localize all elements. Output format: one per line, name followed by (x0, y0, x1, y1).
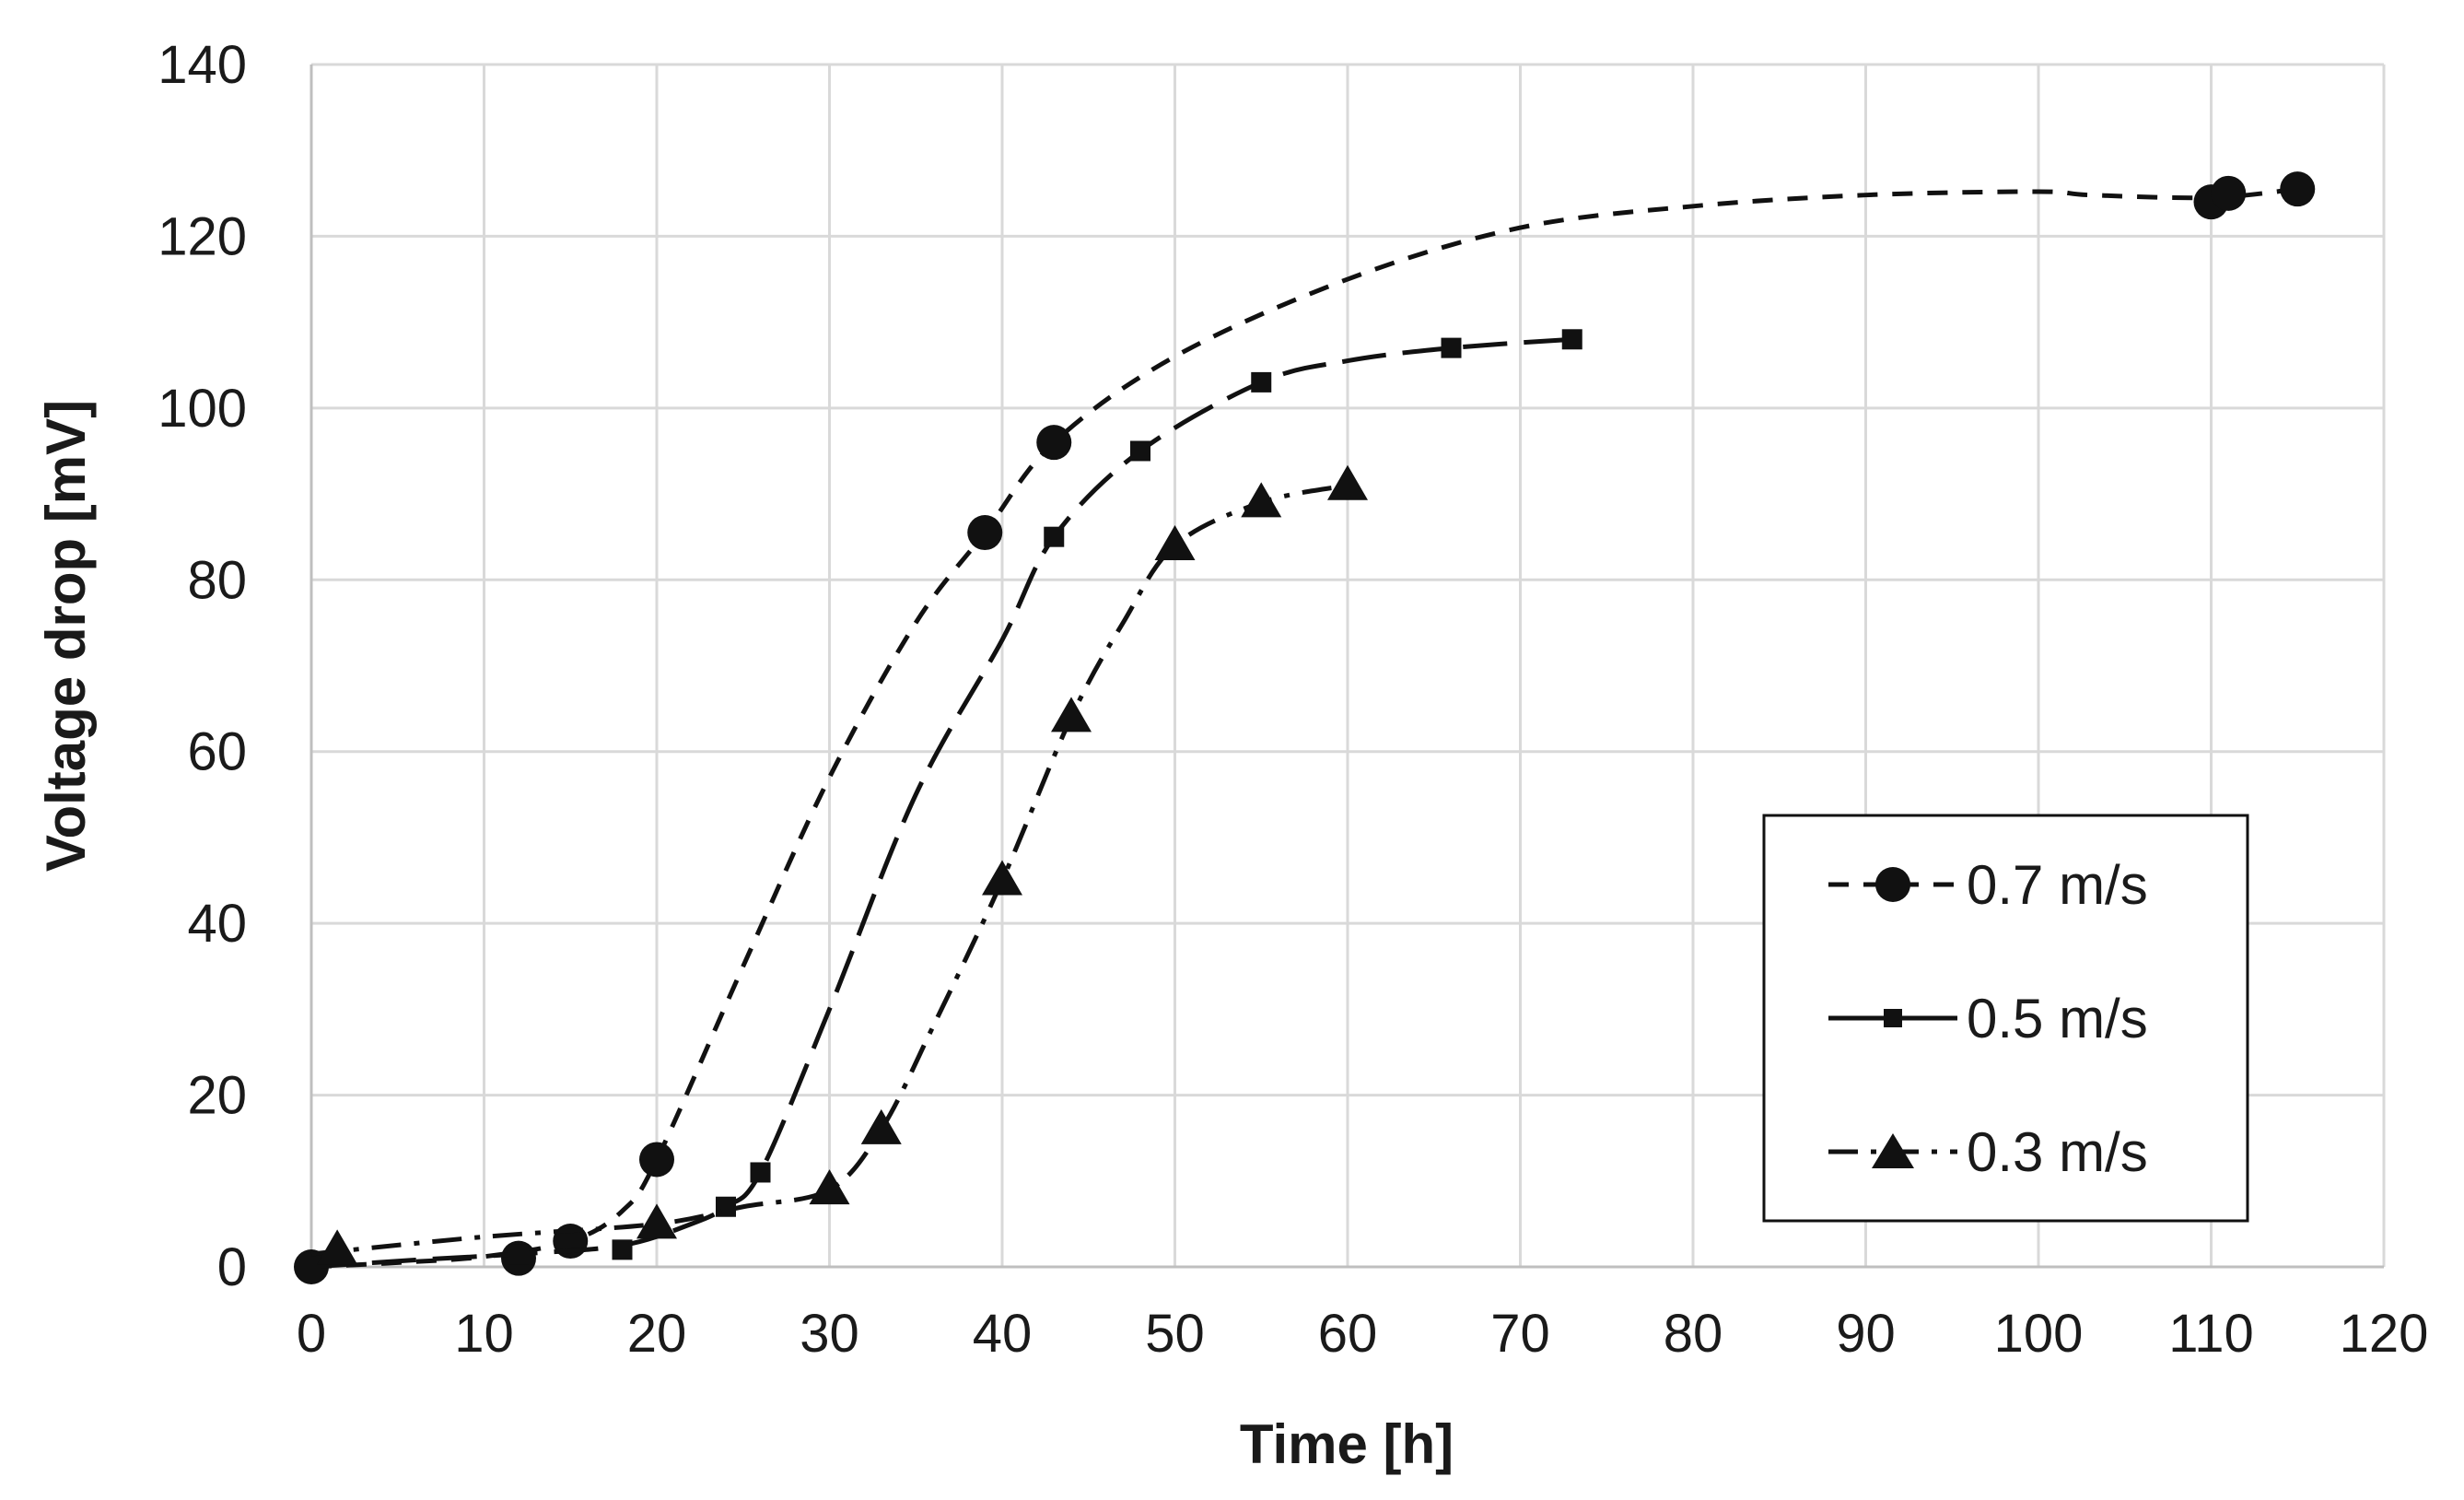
x-tick-label: 60 (1318, 1304, 1378, 1364)
data-point-circle (2211, 175, 2247, 211)
data-point-triangle (1327, 464, 1368, 500)
y-tick-label: 20 (187, 1066, 247, 1126)
x-tick-label: 90 (1836, 1304, 1896, 1364)
x-axis-ticks: 0 10 20 30 40 50 60 70 80 90 100 110 120 (297, 1304, 2429, 1364)
data-point-circle (2280, 171, 2316, 207)
y-tick-label: 0 (217, 1237, 247, 1297)
data-point-triangle (982, 860, 1022, 896)
x-tick-label: 100 (1994, 1304, 2084, 1364)
x-tick-label: 30 (800, 1304, 859, 1364)
y-tick-label: 100 (158, 379, 247, 439)
data-point-circle (639, 1142, 674, 1178)
data-point-square (301, 1257, 321, 1277)
data-point-triangle (1154, 525, 1196, 560)
legend-label-0-3: 0.3 m/s (1967, 1121, 2148, 1183)
y-tick-label: 80 (187, 550, 247, 610)
legend-label-0-5: 0.5 m/s (1967, 988, 2148, 1049)
data-point-triangle (317, 1229, 358, 1265)
data-point-circle (1036, 425, 1072, 461)
x-tick-label: 50 (1145, 1304, 1205, 1364)
x-tick-label: 40 (973, 1304, 1033, 1364)
y-tick-label: 140 (158, 35, 247, 95)
grid (309, 63, 2386, 1269)
data-point-square (1044, 526, 1065, 547)
data-point-triangle (1051, 697, 1092, 732)
data-point-square (1441, 337, 1462, 358)
x-tick-label: 110 (2168, 1304, 2253, 1364)
data-point-square (1130, 440, 1150, 462)
data-point-triangle (809, 1169, 850, 1205)
legend-label-0-7: 0.7 m/s (1967, 854, 2148, 916)
data-point-square (508, 1244, 529, 1265)
series-0-3-m-s (310, 464, 1368, 1265)
x-tick-label: 20 (627, 1304, 687, 1364)
data-point-square (1251, 371, 1272, 393)
x-tick-label: 80 (1664, 1304, 1723, 1364)
x-tick-label: 120 (2340, 1304, 2429, 1364)
y-axis-ticks: 0 20 40 60 80 100 120 140 (158, 35, 247, 1297)
data-point-square (612, 1239, 633, 1260)
y-tick-label: 60 (187, 722, 247, 782)
y-tick-label: 40 (187, 894, 247, 954)
data-point-square (1561, 329, 1582, 350)
data-point-circle (967, 515, 1003, 551)
data-point-square (750, 1162, 771, 1183)
series-group (294, 171, 2316, 1284)
x-tick-label: 0 (297, 1304, 326, 1364)
legend-marker-triangle (1872, 1133, 1914, 1168)
data-point-triangle (860, 1108, 902, 1144)
legend-marker-circle (1875, 867, 1910, 902)
legend: 0.7 m/s 0.5 m/s 0.3 m/s (1762, 814, 2249, 1223)
x-tick-label: 10 (454, 1304, 514, 1364)
series-line (310, 336, 1572, 1270)
data-point-triangle (636, 1203, 677, 1239)
x-axis-title: Time [h] (1240, 1413, 1454, 1475)
legend-marker-square (1884, 1009, 1902, 1027)
y-tick-label: 120 (158, 206, 247, 266)
x-tick-label: 70 (1490, 1304, 1550, 1364)
data-point-triangle (1241, 482, 1282, 518)
series-line (310, 483, 1349, 1257)
y-axis-title: Voltage drop [mV] (35, 400, 97, 872)
